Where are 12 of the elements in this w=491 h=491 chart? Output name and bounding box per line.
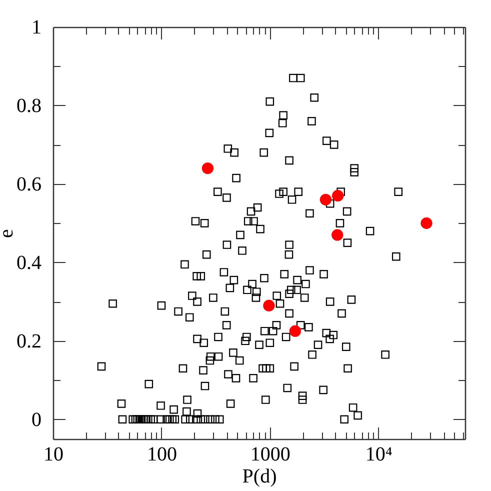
y-tick-label: 1 [32,16,42,38]
x-axis-title: P(d) [242,466,277,488]
y-tick-label: 0.8 [16,94,42,117]
y-tick-label: 0.4 [16,252,42,274]
y-axis-title: e [0,228,18,238]
x-tick-label: 10 [44,444,64,466]
y-tick-label: 0.6 [16,173,42,196]
y-tick-label: 0.2 [16,330,42,352]
y-tick-label: 0 [32,408,42,431]
x-tick-label: 100 [146,444,177,466]
x-tick-label: 10⁴ [365,444,392,466]
x-tick-label: 1000 [250,444,290,466]
